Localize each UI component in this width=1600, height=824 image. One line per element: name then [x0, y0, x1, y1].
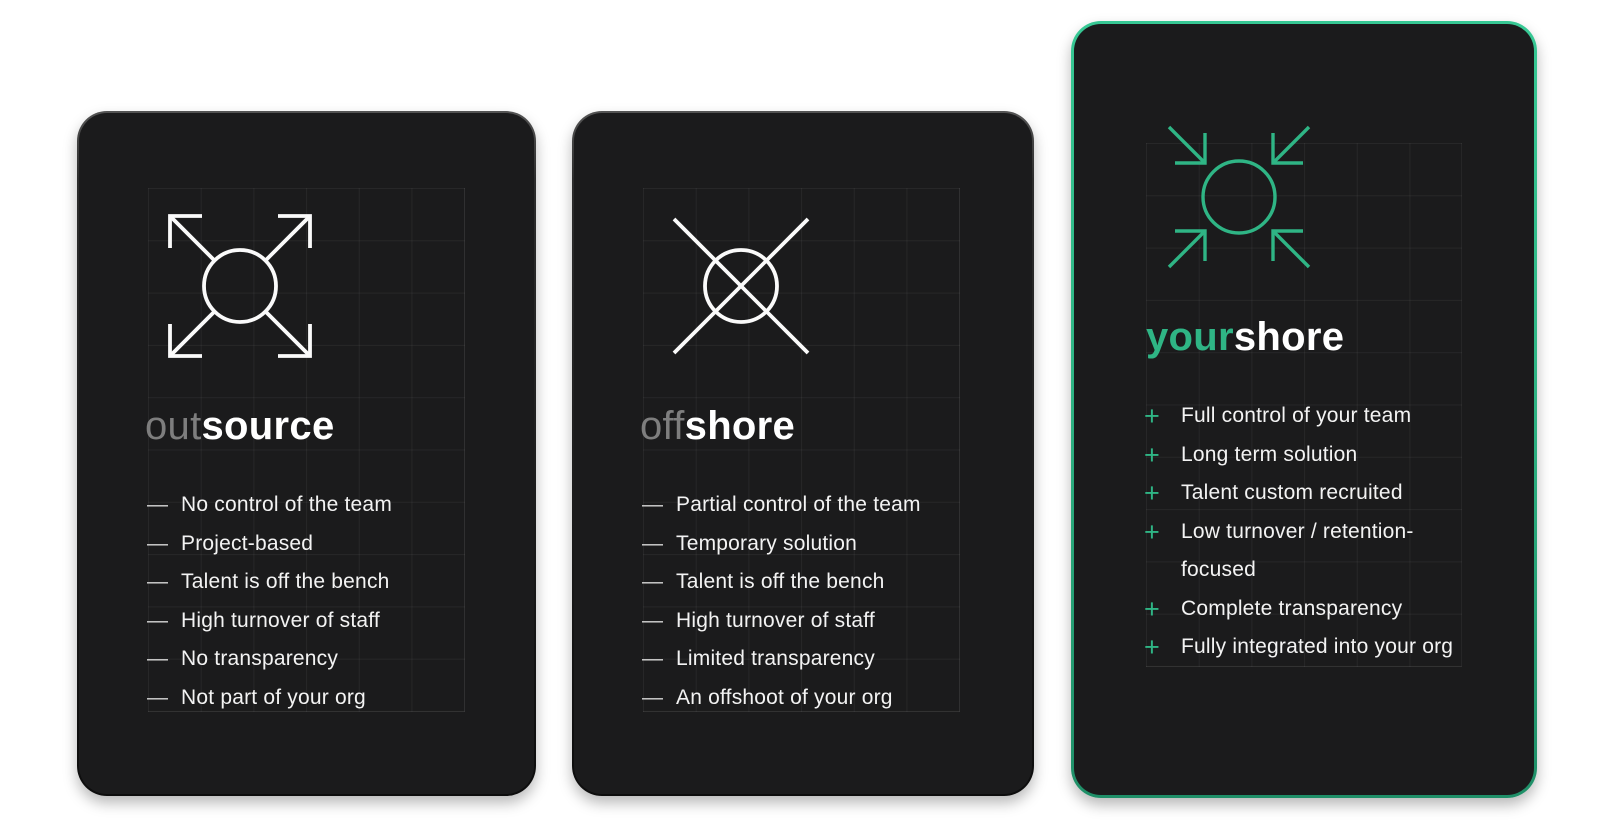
- plus-marker: +: [1144, 593, 1160, 624]
- title-suffix: shore: [684, 404, 796, 448]
- list-item-text: Fully integrated into your org: [1181, 635, 1454, 658]
- card-offshore: offshore — Partial control of the team — T…: [572, 111, 1034, 796]
- dash-marker: —: [642, 570, 664, 593]
- list-item-text: Low turnover / retention- focused: [1181, 519, 1414, 582]
- dash-marker: —: [147, 685, 169, 709]
- list-item-text: No transparency: [181, 647, 339, 670]
- list-item-text: Limited transparency: [676, 647, 875, 670]
- title-prefix: off: [640, 404, 685, 448]
- list-item: — Temporary solution: [642, 525, 998, 564]
- list-item-text: Talent custom recruited: [1181, 481, 1403, 504]
- dash-marker: —: [147, 608, 169, 632]
- list-item: — Limited transparency: [642, 640, 998, 679]
- dash-marker: —: [147, 570, 169, 593]
- list-item: — Partial control of the team: [642, 486, 998, 525]
- list-item-text: Partial control of the team: [676, 493, 921, 516]
- list-item: — Not part of your org: [147, 679, 500, 718]
- list-item-text: Full control of your team: [1181, 404, 1412, 427]
- list-item-text: Project-based: [181, 531, 314, 555]
- feature-list: — Partial control of the team — Temporary …: [642, 486, 998, 717]
- dash-marker: —: [147, 493, 169, 516]
- list-item: — No transparency: [147, 640, 500, 679]
- title-suffix: source: [201, 404, 335, 448]
- list-item-text: High turnover of staff: [676, 608, 875, 632]
- plus-marker: +: [1144, 439, 1160, 470]
- converge-arrows-icon: [1167, 125, 1311, 269]
- list-item: + Fully integrated into your org: [1144, 628, 1504, 667]
- dash-marker: —: [147, 531, 169, 555]
- dash-marker: —: [642, 531, 664, 555]
- title-prefix: out: [145, 404, 202, 448]
- plus-marker: +: [1144, 478, 1160, 508]
- card-title-outsource: outsource: [145, 406, 335, 446]
- dash-marker: —: [642, 685, 664, 709]
- card-outsource: outsource — No control of the team — Proje…: [77, 111, 536, 796]
- expand-arrows-icon: [168, 214, 312, 358]
- list-item: — Talent is off the bench: [642, 563, 998, 602]
- list-item-text: No control of the team: [181, 493, 393, 516]
- card-title-yourshore: yourshore: [1146, 317, 1344, 357]
- list-item: + Talent custom recruited: [1144, 474, 1504, 513]
- list-item-text: Not part of your org: [181, 685, 366, 709]
- list-item: — High turnover of staff: [147, 602, 500, 641]
- list-item-text: Complete transparency: [1181, 596, 1403, 620]
- list-item: — No control of the team: [147, 486, 500, 525]
- list-item: + Full control of your team: [1144, 397, 1504, 436]
- list-item: + Long term solution: [1144, 436, 1504, 475]
- list-item: + Low turnover / retention- focused: [1144, 513, 1504, 590]
- dash-marker: —: [642, 608, 664, 632]
- feature-list: — No control of the team — Project-based —…: [147, 486, 500, 717]
- dash-marker: —: [642, 647, 664, 670]
- card-yourshore: yourshore + Full control of your team + Lo…: [1071, 21, 1537, 798]
- dash-marker: —: [147, 647, 169, 670]
- feature-list: + Full control of your team + Long term so…: [1144, 397, 1504, 667]
- crossed-circle-icon: [669, 214, 813, 358]
- dash-marker: —: [642, 493, 664, 516]
- list-item-text: Temporary solution: [676, 531, 858, 555]
- list-item: — An offshoot of your org: [642, 679, 998, 718]
- list-item: — High turnover of staff: [642, 602, 998, 641]
- list-item-text: Talent is off the bench: [181, 570, 390, 593]
- title-prefix: your: [1146, 315, 1234, 359]
- list-item: — Project-based: [147, 525, 500, 564]
- plus-marker: +: [1144, 516, 1160, 547]
- list-item: + Complete transparency: [1144, 590, 1504, 629]
- plus-marker: +: [1144, 401, 1160, 431]
- list-item-text: Talent is off the bench: [676, 570, 885, 593]
- card-title-offshore: offshore: [640, 406, 795, 446]
- list-item-text: An offshoot of your org: [676, 685, 893, 709]
- plus-marker: +: [1144, 632, 1160, 662]
- title-suffix: shore: [1233, 315, 1345, 359]
- list-item-text: Long term solution: [1181, 442, 1358, 466]
- list-item: — Talent is off the bench: [147, 563, 500, 602]
- list-item-text: High turnover of staff: [181, 608, 380, 632]
